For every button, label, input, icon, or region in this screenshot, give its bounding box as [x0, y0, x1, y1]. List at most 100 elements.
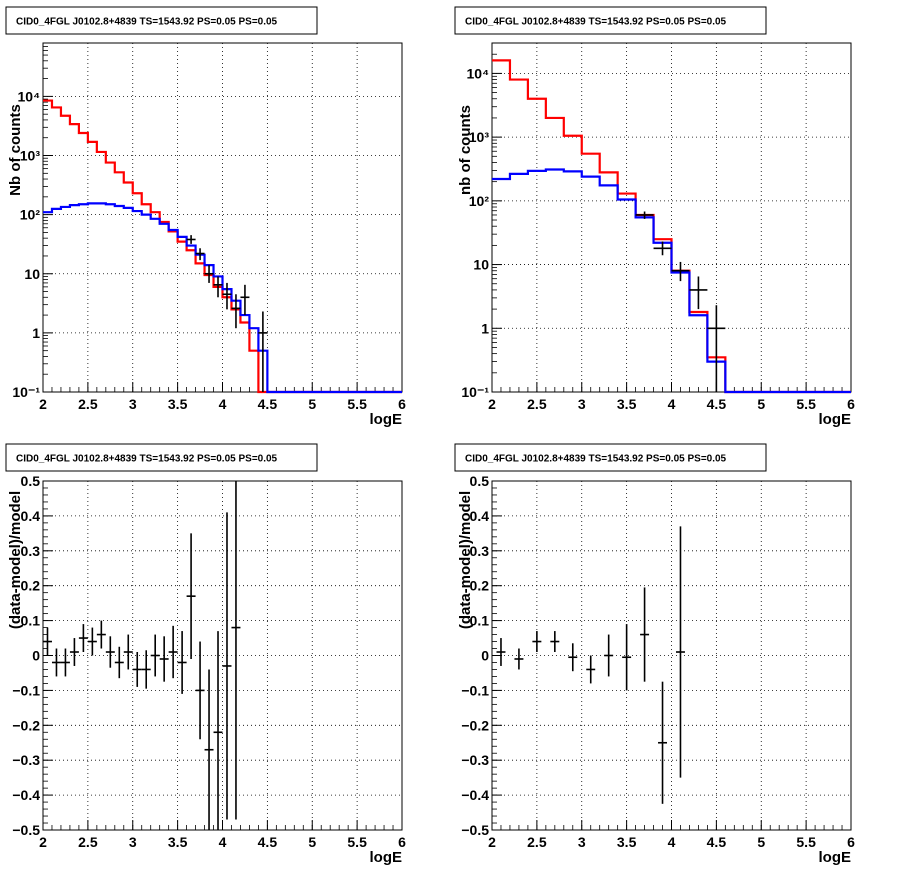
x-tick-label: 3 — [578, 834, 586, 850]
y-tick-label: −0.1 — [12, 682, 40, 698]
chart-panel-2: CID0_4FGL J0102.8+4839 TS=1543.92 PS=0.0… — [454, 6, 855, 428]
y-tick-label: 0.5 — [470, 473, 490, 489]
y-axis-label: nb of counts — [457, 105, 474, 195]
data-point — [532, 631, 542, 653]
y-tick-label: 10⁻¹ — [12, 384, 40, 400]
data-point — [635, 211, 654, 219]
data-point — [204, 265, 214, 283]
x-tick-label: 5 — [308, 396, 316, 412]
x-tick-label: 4 — [668, 834, 676, 850]
x-tick-label: 4.5 — [707, 396, 727, 412]
data-point — [671, 261, 690, 282]
series-line-1 — [492, 59, 851, 394]
y-tick-label: 0 — [481, 648, 489, 664]
x-tick-label: 2 — [488, 396, 496, 412]
x-tick-label: 5 — [757, 396, 765, 412]
chart-title-box — [454, 443, 767, 472]
data-point — [60, 648, 70, 677]
chart-panel-3: CID0_4FGL J0102.8+4839 TS=1543.92 PS=0.0… — [5, 443, 406, 866]
y-tick-label: 10² — [469, 193, 490, 209]
y-tick-label: 10 — [473, 257, 489, 273]
data-point — [222, 512, 232, 820]
y-tick-label: −0.4 — [461, 787, 489, 803]
y-tick-label: 1 — [481, 320, 489, 336]
data-point — [96, 620, 106, 649]
chart-title: CID0_4FGL J0102.8+4839 TS=1543.92 PS=0.0… — [465, 17, 727, 28]
x-tick-label: 2.5 — [527, 834, 547, 850]
y-tick-label: 0.5 — [21, 473, 41, 489]
x-tick-label: 5.5 — [796, 396, 816, 412]
x-tick-label: 2.5 — [78, 834, 98, 850]
y-tick-label: 0.3 — [470, 543, 490, 559]
y-tick-label: 10³ — [20, 148, 41, 164]
y-tick-label: 10⁴ — [18, 88, 41, 104]
y-tick-label: −0.3 — [461, 752, 489, 768]
y-tick-label: 10⁻¹ — [461, 384, 489, 400]
data-point — [69, 638, 79, 666]
y-axis-label: Nb of counts — [7, 104, 24, 196]
x-tick-label: 4 — [219, 396, 227, 412]
x-tick-label: 3.5 — [617, 396, 637, 412]
x-tick-label: 4.5 — [707, 834, 727, 850]
x-tick-label: 3 — [129, 396, 137, 412]
x-tick-label: 2.5 — [78, 396, 98, 412]
chart-panel-1: CID0_4FGL J0102.8+4839 TS=1543.92 PS=0.0… — [5, 6, 406, 428]
y-tick-label: −0.1 — [461, 682, 489, 698]
x-tick-label: 6 — [398, 396, 406, 412]
chart-panel-4: CID0_4FGL J0102.8+4839 TS=1543.92 PS=0.0… — [454, 443, 855, 866]
y-tick-label: −0.2 — [461, 717, 489, 733]
y-tick-label: 0.2 — [21, 578, 41, 594]
x-tick-label: 2 — [488, 834, 496, 850]
x-tick-label: 6 — [398, 834, 406, 850]
x-tick-label: 5 — [757, 834, 765, 850]
x-tick-label: 5.5 — [347, 396, 367, 412]
data-point — [496, 638, 506, 666]
data-point — [604, 634, 614, 677]
data-point — [123, 634, 133, 670]
data-point — [159, 636, 169, 682]
data-point — [168, 625, 178, 679]
chart-title: CID0_4FGL J0102.8+4839 TS=1543.92 PS=0.0… — [16, 17, 278, 28]
data-point — [195, 641, 205, 740]
x-tick-label: 4.5 — [258, 396, 278, 412]
y-tick-label: 10⁴ — [467, 65, 490, 81]
data-point — [707, 305, 726, 392]
series-line-1 — [43, 99, 402, 394]
data-point — [240, 284, 250, 316]
data-point — [231, 481, 241, 820]
chart-title-box — [454, 6, 767, 35]
data-point — [51, 648, 61, 677]
data-point — [186, 235, 196, 244]
y-tick-label: 10² — [20, 207, 41, 223]
data-point — [204, 669, 214, 830]
data-point — [231, 294, 241, 329]
y-tick-label: 10³ — [469, 129, 490, 145]
y-tick-label: 0.3 — [21, 543, 41, 559]
data-point — [689, 276, 708, 310]
data-point — [141, 650, 151, 689]
chart-title-box — [5, 443, 318, 472]
data-point — [213, 631, 223, 830]
data-point — [222, 282, 232, 310]
y-tick-label: 0.2 — [470, 578, 490, 594]
series-line-2 — [492, 168, 851, 394]
x-tick-label: 2 — [39, 834, 47, 850]
x-tick-label: 4.5 — [258, 834, 278, 850]
data-point — [195, 248, 205, 261]
data-point — [78, 624, 88, 653]
x-axis-label: logE — [819, 411, 852, 428]
data-point — [568, 643, 578, 672]
data-point — [258, 311, 268, 392]
data-point — [132, 652, 142, 687]
data-point — [586, 655, 596, 684]
y-tick-label: 0.1 — [21, 613, 41, 629]
x-axis-label: logE — [370, 849, 403, 866]
x-tick-label: 5 — [308, 834, 316, 850]
data-point — [177, 631, 187, 694]
data-point — [186, 533, 196, 659]
y-axis-label: (data-model)/model — [7, 491, 24, 629]
x-tick-label: 4 — [668, 396, 676, 412]
data-point — [658, 681, 668, 804]
x-tick-label: 2 — [39, 396, 47, 412]
